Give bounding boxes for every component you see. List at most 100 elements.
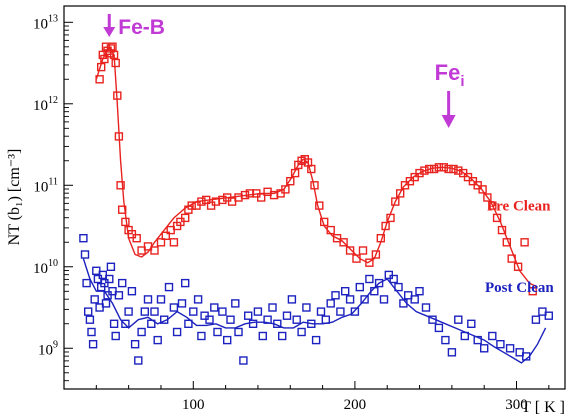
post-clean-point [226, 315, 235, 324]
post-clean-point [331, 291, 340, 300]
x-tick-label: 300 [505, 397, 528, 413]
post-clean-point [83, 307, 93, 316]
post-clean-point [268, 303, 277, 312]
pre-clean-point [96, 62, 106, 72]
post-clean-point [164, 282, 174, 292]
post-clean-point [360, 295, 369, 304]
post-clean-point [292, 315, 301, 324]
post-clean-point [222, 335, 232, 345]
post-clean-point [316, 307, 326, 316]
post-clean-point [441, 335, 450, 345]
post-clean-point [428, 315, 437, 324]
post-clean-point [193, 295, 203, 304]
post-clean-point [117, 278, 127, 288]
post-clean-point [130, 340, 140, 349]
post-clean-point [287, 295, 297, 304]
post-clean-point [210, 303, 219, 312]
pre-clean-point [358, 246, 368, 255]
pre-clean-label: Pre Clean [487, 199, 551, 215]
pre-clean-point [315, 201, 324, 210]
post-clean-point [505, 344, 515, 353]
post-clean-point [143, 295, 153, 304]
pre-clean-point [415, 168, 424, 178]
post-clean-point [121, 319, 130, 328]
post-clean-point [282, 311, 292, 320]
post-clean-point [488, 331, 497, 341]
post-clean-point [365, 274, 374, 284]
post-clean-point [80, 250, 90, 259]
pre-clean-point [528, 287, 537, 296]
pre-clean-point [169, 238, 179, 247]
pre-clean-point [108, 42, 117, 51]
post-clean-point [336, 307, 345, 316]
post-clean-point [189, 307, 198, 316]
post-clean-point [114, 291, 124, 300]
post-clean-point [273, 319, 282, 328]
pre-clean-point [507, 254, 516, 263]
pre-clean-point [180, 213, 190, 223]
post-clean-point [90, 295, 99, 304]
post-clean-point [460, 331, 469, 341]
fe-i-label: Fei [435, 60, 465, 90]
pre-clean-point [197, 197, 206, 206]
y-tick-label: 1010 [33, 258, 58, 277]
post-clean-point [389, 274, 398, 284]
pre-clean-point [218, 195, 227, 205]
post-clean-point [134, 356, 143, 365]
post-clean-point [205, 315, 214, 324]
post-clean-point [87, 327, 96, 337]
pre-clean-point [478, 185, 487, 194]
post-clean-point [394, 282, 403, 292]
post-clean-point [248, 319, 258, 328]
post-clean-point [399, 299, 408, 308]
post-clean-point [311, 335, 321, 345]
pre-clean-point [488, 201, 497, 210]
post-clean-point [355, 282, 364, 292]
post-clean-point [278, 331, 287, 341]
pre-clean-point [240, 190, 250, 200]
pre-clean-point [281, 185, 290, 194]
post-clean-point [473, 335, 482, 345]
pre-clean-point [339, 238, 348, 247]
post-clean-point [150, 307, 159, 316]
post-clean-point [350, 307, 360, 316]
pre-clean-fit-curve [95, 45, 538, 288]
post-clean-point [447, 348, 457, 357]
pre-clean-point [434, 163, 444, 172]
fe-b-arrowhead [103, 27, 116, 37]
post-clean-point [177, 299, 187, 308]
pre-clean-point [352, 254, 361, 263]
post-clean-point [111, 331, 120, 341]
y-tick-label: 1013 [33, 13, 58, 32]
post-clean-point [321, 315, 330, 324]
post-clean-point [370, 287, 379, 296]
pre-clean-point [381, 221, 390, 231]
pre-clean-point [109, 50, 119, 60]
pre-clean-point [156, 238, 166, 247]
post-clean-point [85, 315, 95, 324]
post-clean-point [180, 278, 190, 288]
post-clean-point [184, 319, 193, 328]
post-clean-point [239, 356, 248, 365]
post-clean-point [496, 340, 505, 349]
post-clean-point [326, 299, 335, 308]
pre-clean-point [100, 54, 109, 64]
post-clean-point [410, 295, 419, 304]
pre-clean-point [326, 225, 335, 235]
pre-clean-point [483, 193, 492, 202]
post-clean-point [467, 319, 476, 328]
post-clean-point [140, 307, 150, 316]
pre-clean-point [310, 181, 319, 190]
post-clean-point [213, 327, 222, 337]
pre-clean-point [114, 132, 124, 141]
pre-clean-point [502, 238, 511, 247]
pre-clean-point [376, 233, 385, 243]
y-tick-label: 1012 [33, 95, 58, 114]
post-clean-point [415, 287, 424, 296]
post-clean-point [137, 327, 146, 337]
post-clean-point [218, 307, 227, 316]
pre-clean-point [113, 91, 122, 100]
pre-clean-point [420, 166, 429, 175]
post-clean-point [88, 340, 98, 349]
post-clean-point [147, 319, 156, 328]
